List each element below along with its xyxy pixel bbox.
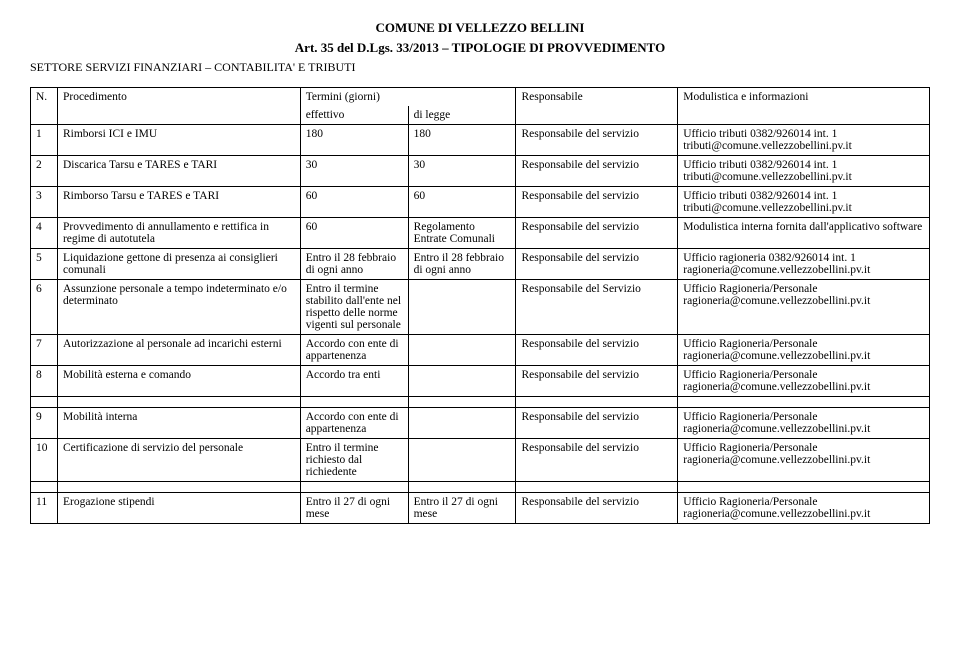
cell-t1: Accordo tra enti [300, 366, 408, 397]
cell-proc: Certificazione di servizio del personale [57, 439, 300, 482]
col-resp: Responsabile [516, 88, 678, 125]
cell-t2 [408, 280, 516, 335]
col-term-legge: di legge [408, 106, 516, 125]
table-row: 1Rimborsi ICI e IMU180180Responsabile de… [31, 125, 930, 156]
table-row: 3Rimborso Tarsu e TARES e TARI6060Respon… [31, 187, 930, 218]
table-row: 4Provvedimento di annullamento e rettifi… [31, 218, 930, 249]
cell-proc: Autorizzazione al personale ad incarichi… [57, 335, 300, 366]
cell-proc: Liquidazione gettone di presenza ai cons… [57, 249, 300, 280]
cell-n: 6 [31, 280, 58, 335]
cell-proc: Provvedimento di annullamento e rettific… [57, 218, 300, 249]
cell-mod: Ufficio tributi 0382/926014 int. 1 tribu… [678, 125, 930, 156]
cell-t1: Entro il 27 di ogni mese [300, 493, 408, 524]
cell-mod: Ufficio Ragioneria/Personale ragioneria@… [678, 408, 930, 439]
cell-t1: 60 [300, 187, 408, 218]
table-spacer [31, 482, 930, 493]
cell-resp: Responsabile del servizio [516, 439, 678, 482]
table-row: 11Erogazione stipendiEntro il 27 di ogni… [31, 493, 930, 524]
cell-t2 [408, 439, 516, 482]
col-mod: Modulistica e informazioni [678, 88, 930, 125]
cell-resp: Responsabile del servizio [516, 187, 678, 218]
cell-t2 [408, 335, 516, 366]
col-n: N. [31, 88, 58, 125]
cell-resp: Responsabile del servizio [516, 408, 678, 439]
cell-n: 8 [31, 366, 58, 397]
cell-t2: Regolamento Entrate Comunali [408, 218, 516, 249]
cell-mod: Ufficio Ragioneria/Personale ragioneria@… [678, 335, 930, 366]
cell-resp: Responsabile del servizio [516, 335, 678, 366]
cell-t1: Accordo con ente di appartenenza [300, 408, 408, 439]
cell-mod: Ufficio tributi 0382/926014 int. 1 tribu… [678, 156, 930, 187]
cell-mod: Ufficio tributi 0382/926014 int. 1 tribu… [678, 187, 930, 218]
table-header-row: N. Procedimento Termini (giorni) Respons… [31, 88, 930, 107]
cell-t1: Entro il 28 febbraio di ogni anno [300, 249, 408, 280]
col-term: Termini (giorni) [300, 88, 516, 107]
header-article: Art. 35 del D.Lgs. 33/2013 – TIPOLOGIE D… [30, 40, 930, 56]
cell-proc: Rimborsi ICI e IMU [57, 125, 300, 156]
header-comune: COMUNE DI VELLEZZO BELLINI [30, 20, 930, 36]
cell-resp: Responsabile del servizio [516, 249, 678, 280]
cell-n: 10 [31, 439, 58, 482]
cell-mod: Ufficio Ragioneria/Personale ragioneria@… [678, 280, 930, 335]
cell-proc: Discarica Tarsu e TARES e TARI [57, 156, 300, 187]
col-proc: Procedimento [57, 88, 300, 125]
cell-resp: Responsabile del servizio [516, 366, 678, 397]
cell-proc: Rimborso Tarsu e TARES e TARI [57, 187, 300, 218]
cell-resp: Responsabile del servizio [516, 493, 678, 524]
cell-t1: Entro il termine stabilito dall'ente nel… [300, 280, 408, 335]
cell-t1: 30 [300, 156, 408, 187]
cell-t2: 30 [408, 156, 516, 187]
cell-t1: 60 [300, 218, 408, 249]
cell-t2: 180 [408, 125, 516, 156]
cell-mod: Ufficio Ragioneria/Personale ragioneria@… [678, 366, 930, 397]
table-row: 2Discarica Tarsu e TARES e TARI3030Respo… [31, 156, 930, 187]
table-row: 7Autorizzazione al personale ad incarich… [31, 335, 930, 366]
cell-proc: Assunzione personale a tempo indetermina… [57, 280, 300, 335]
header-sector: SETTORE SERVIZI FINANZIARI – CONTABILITA… [30, 60, 930, 75]
table-row: 10Certificazione di servizio del persona… [31, 439, 930, 482]
cell-t1: Entro il termine richiesto dal richieden… [300, 439, 408, 482]
cell-resp: Responsabile del servizio [516, 218, 678, 249]
cell-t2 [408, 408, 516, 439]
cell-t2 [408, 366, 516, 397]
cell-t2: Entro il 28 febbraio di ogni anno [408, 249, 516, 280]
cell-resp: Responsabile del Servizio [516, 280, 678, 335]
cell-mod: Modulistica interna fornita dall'applica… [678, 218, 930, 249]
cell-resp: Responsabile del servizio [516, 125, 678, 156]
cell-proc: Erogazione stipendi [57, 493, 300, 524]
cell-mod: Ufficio Ragioneria/Personale ragioneria@… [678, 439, 930, 482]
table-spacer [31, 397, 930, 408]
cell-n: 1 [31, 125, 58, 156]
cell-n: 9 [31, 408, 58, 439]
table-row: 9Mobilità internaAccordo con ente di app… [31, 408, 930, 439]
cell-proc: Mobilità esterna e comando [57, 366, 300, 397]
cell-t1: Accordo con ente di appartenenza [300, 335, 408, 366]
cell-mod: Ufficio ragioneria 0382/926014 int. 1 ra… [678, 249, 930, 280]
cell-n: 7 [31, 335, 58, 366]
cell-resp: Responsabile del servizio [516, 156, 678, 187]
table-row: 8Mobilità esterna e comandoAccordo tra e… [31, 366, 930, 397]
cell-n: 4 [31, 218, 58, 249]
cell-n: 3 [31, 187, 58, 218]
table-row: 6Assunzione personale a tempo indetermin… [31, 280, 930, 335]
cell-t2: Entro il 27 di ogni mese [408, 493, 516, 524]
table-row: 5Liquidazione gettone di presenza ai con… [31, 249, 930, 280]
cell-proc: Mobilità interna [57, 408, 300, 439]
cell-n: 5 [31, 249, 58, 280]
cell-mod: Ufficio Ragioneria/Personale ragioneria@… [678, 493, 930, 524]
col-term-eff: effettivo [300, 106, 408, 125]
cell-n: 2 [31, 156, 58, 187]
cell-t1: 180 [300, 125, 408, 156]
procedures-table: N. Procedimento Termini (giorni) Respons… [30, 87, 930, 524]
cell-t2: 60 [408, 187, 516, 218]
cell-n: 11 [31, 493, 58, 524]
